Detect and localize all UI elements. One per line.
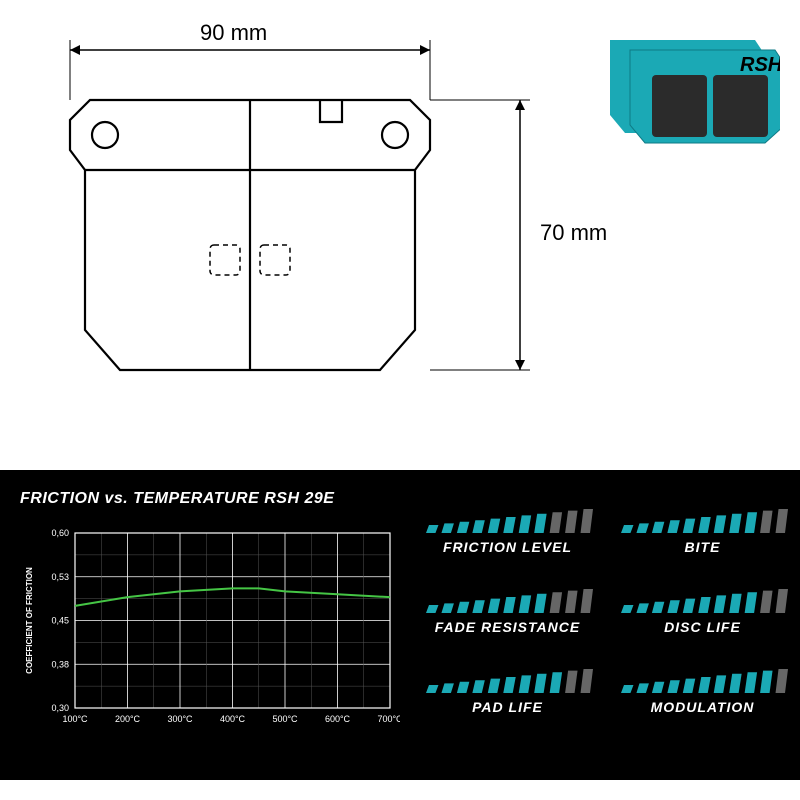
chart-title: FRICTION vs. TEMPERATURE RSH 29E [20,490,400,508]
svg-text:100°C: 100°C [62,714,88,724]
svg-text:0,53: 0,53 [51,572,69,582]
rating-disc-life: DISC LIFE [615,585,790,635]
width-dimension-label: 90 mm [200,20,267,46]
rating-pad-life: PAD LIFE [420,665,595,715]
rating-bars [615,505,790,533]
rating-modulation: MODULATION [615,665,790,715]
rating-label: MODULATION [615,699,790,715]
height-dimension-label: 70 mm [540,220,607,246]
rating-label: FRICTION LEVEL [420,539,595,555]
svg-text:700°C: 700°C [377,714,400,724]
svg-text:200°C: 200°C [115,714,141,724]
svg-text:500°C: 500°C [272,714,298,724]
technical-drawing-region: 90 mm 70 mm RSH [0,0,800,460]
svg-text:400°C: 400°C [220,714,246,724]
brake-pad-outline [50,70,450,390]
svg-text:300°C: 300°C [167,714,193,724]
rating-label: PAD LIFE [420,699,595,715]
rating-label: FADE RESISTANCE [420,619,595,635]
rating-bars [615,585,790,613]
rating-friction-level: FRICTION LEVEL [420,505,595,555]
rating-fade-resistance: FADE RESISTANCE [420,585,595,635]
ratings-grid: FRICTION LEVEL BITE FADE RESISTANCE DISC… [420,505,790,715]
performance-panel: FRICTION vs. TEMPERATURE RSH 29E COEFFIC… [0,470,800,780]
svg-text:0,30: 0,30 [51,703,69,713]
friction-chart: FRICTION vs. TEMPERATURE RSH 29E COEFFIC… [20,490,400,748]
rating-bars [615,665,790,693]
svg-text:0,60: 0,60 [51,528,69,538]
rating-label: DISC LIFE [615,619,790,635]
rating-bars [420,505,595,533]
svg-text:RSH: RSH [740,54,780,76]
svg-text:0,45: 0,45 [51,616,69,626]
svg-text:COEFFICIENT OF FRICTION: COEFFICIENT OF FRICTION [25,567,34,674]
svg-text:600°C: 600°C [325,714,351,724]
rating-bars [420,665,595,693]
svg-text:0,38: 0,38 [51,659,69,669]
rating-bite: BITE [615,505,790,555]
rating-bars [420,585,595,613]
rating-label: BITE [615,539,790,555]
product-image: RSH [580,15,780,145]
